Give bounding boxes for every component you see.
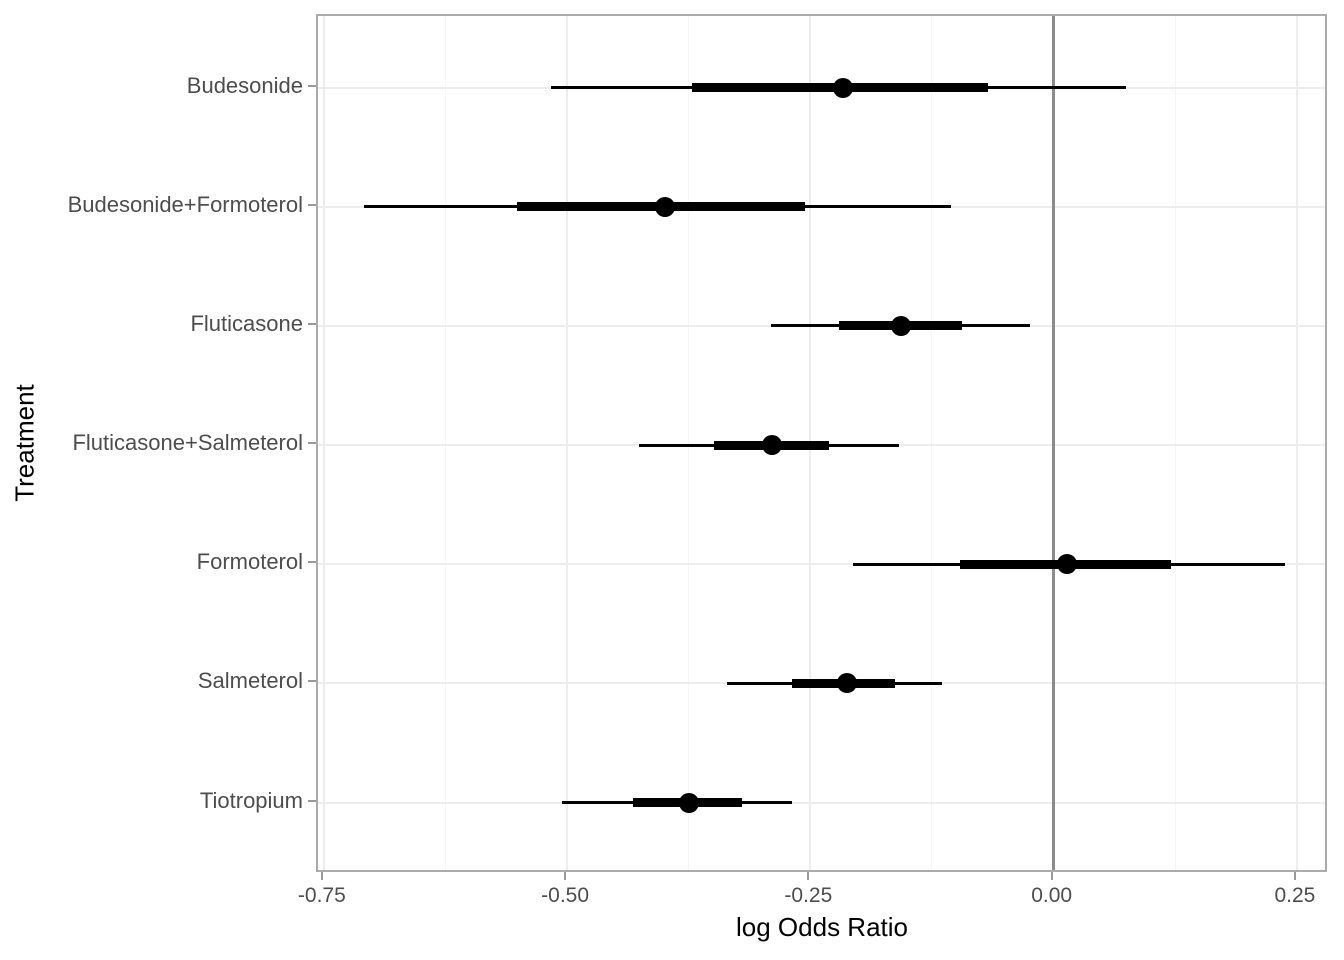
y-tick-mark	[308, 203, 316, 206]
y-tick-label: Formoterol	[196, 549, 303, 575]
x-tick-label: -0.50	[541, 884, 590, 907]
x-tick-mark	[1293, 872, 1296, 880]
row-gridline	[318, 801, 1325, 804]
zero-reference-line	[1052, 16, 1056, 870]
x-tick-mark	[564, 872, 567, 880]
point-estimate	[655, 196, 676, 217]
x-tick-label: 0.00	[1031, 884, 1073, 907]
y-tick-label: Budesonide+Formoterol	[67, 191, 303, 217]
y-tick-mark	[308, 84, 316, 87]
plot-panel	[316, 14, 1327, 872]
point-estimate	[762, 435, 783, 455]
x-tick-mark	[807, 872, 810, 880]
point-estimate	[833, 77, 854, 98]
x-axis-title: log Odds Ratio	[736, 912, 908, 942]
x-tick-mark	[320, 872, 323, 880]
y-tick-label: Salmeterol	[197, 668, 303, 694]
y-tick-label: Fluticasone	[190, 310, 303, 336]
point-estimate	[837, 673, 858, 694]
y-tick-mark	[308, 442, 316, 444]
x-tick-label: -0.75	[297, 884, 346, 907]
major-gridline	[322, 16, 325, 870]
x-tick-mark	[1050, 872, 1053, 880]
point-estimate	[890, 315, 911, 336]
y-tick-label: Tiotropium	[199, 787, 303, 813]
point-estimate	[678, 792, 699, 813]
major-gridline	[1295, 16, 1298, 870]
minor-gridline	[444, 16, 446, 870]
row-gridline	[318, 563, 1325, 566]
minor-gridline	[688, 16, 690, 870]
minor-gridline	[1174, 16, 1176, 870]
point-estimate	[1057, 554, 1078, 575]
x-tick-label: 0.25	[1274, 884, 1316, 907]
y-tick-label: Fluticasone+Salmeterol	[72, 430, 303, 455]
minor-gridline	[931, 16, 933, 870]
y-tick-mark	[308, 680, 316, 683]
x-tick-label: -0.25	[784, 884, 833, 907]
major-gridline	[566, 16, 569, 870]
y-tick-mark	[308, 799, 316, 802]
y-tick-label: Budesonide	[186, 72, 303, 98]
y-tick-mark	[308, 561, 316, 564]
y-tick-mark	[308, 322, 316, 325]
